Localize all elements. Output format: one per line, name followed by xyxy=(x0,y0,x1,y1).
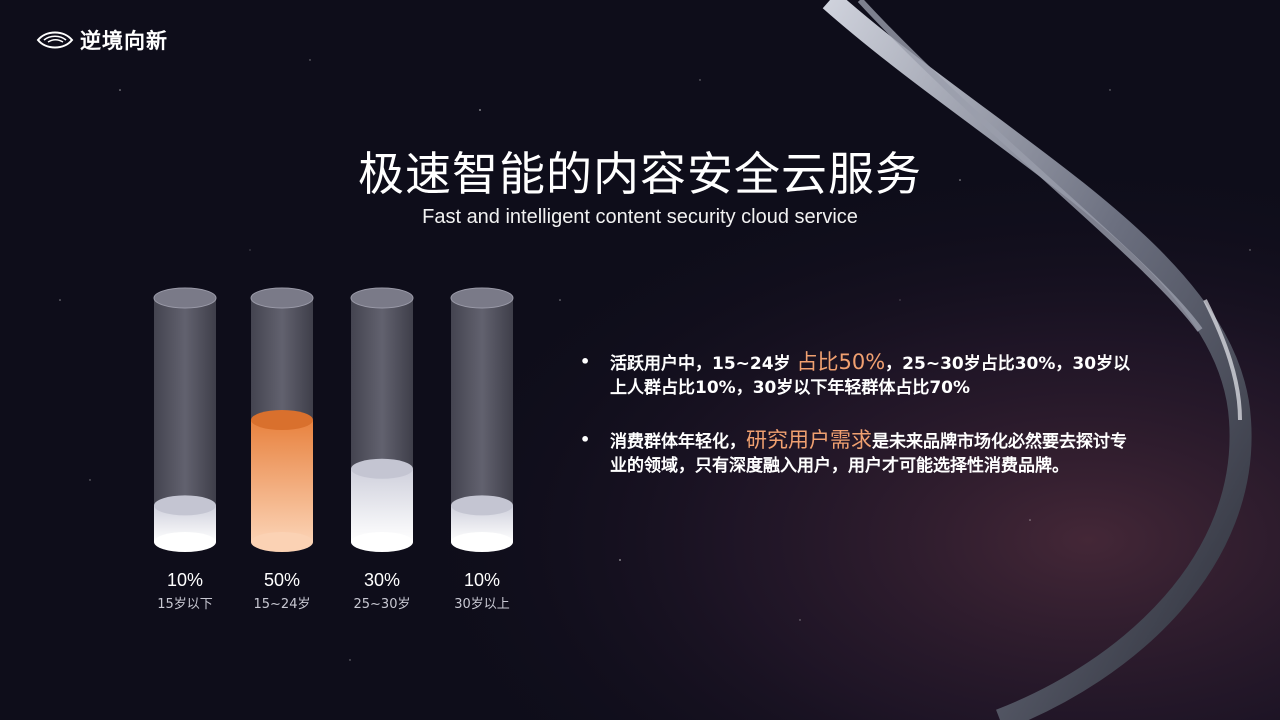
bar-fill-top xyxy=(154,495,216,516)
bar-fill-top xyxy=(351,458,413,479)
brand-name: 逆境向新 xyxy=(80,29,168,53)
bar-value-label: 10% xyxy=(464,570,500,590)
bar-value-label: 30% xyxy=(364,570,400,590)
bar-fill-bottom xyxy=(251,532,313,552)
bar-value-label: 50% xyxy=(264,570,300,590)
bar-value-label: 10% xyxy=(167,570,203,590)
bullet-highlight: 占比50% xyxy=(796,350,886,374)
page-title: 极速智能的内容安全云服务 xyxy=(358,147,922,201)
bar-tube-cap xyxy=(153,287,217,309)
bar-fill-top xyxy=(251,410,313,430)
brand-logo: 逆境向新 xyxy=(36,26,168,54)
bar-fill xyxy=(351,468,413,542)
bar-category-label: 30岁以上 xyxy=(454,597,510,612)
bar-tube-cap xyxy=(350,287,414,309)
bar-fill-bottom xyxy=(154,532,216,552)
bar-category-label: 25~30岁 xyxy=(354,597,411,612)
bar-fill xyxy=(251,420,313,542)
bar-category-label: 15岁以下 xyxy=(157,597,213,612)
bar-fill-bottom xyxy=(451,532,513,552)
bar-category-label: 15~24岁 xyxy=(254,597,311,612)
bullet-dot: • xyxy=(580,352,591,371)
eye-logo-icon xyxy=(36,31,74,49)
bar-tube-cap xyxy=(250,287,314,309)
bullet-text: 是未来品牌市场化必然要去探讨专业的领域，只有深度融入用户，用户才可能选择性消费品… xyxy=(610,432,1127,476)
bullet-item: • 活跃用户中，15~24岁 占比50%，25~30岁占比30%，30岁以上人群… xyxy=(580,350,1140,400)
bullet-highlight: 研究用户需求 xyxy=(746,428,872,452)
stars xyxy=(59,59,1251,661)
bar-fill-top xyxy=(451,495,513,516)
bullet-text: 活跃用户中，15~24岁 xyxy=(610,354,797,374)
bullet-item: • 消费群体年轻化，研究用户需求是未来品牌市场化必然要去探讨专业的领域，只有深度… xyxy=(580,428,1140,478)
ring-decoration xyxy=(822,0,1252,720)
bullet-dot: • xyxy=(580,430,591,449)
cylinder-bar-chart: 10% 15岁以下 50% 15~24岁 30% 25~30岁 10% 30岁以上 xyxy=(153,287,514,612)
bullet-text: 消费群体年轻化， xyxy=(610,432,746,452)
bullet-text: ，25~30岁占比30%，30岁以上人群占比10%，30岁以下年轻群体占比70% xyxy=(610,354,1131,398)
bar-fill-bottom xyxy=(351,532,413,552)
bar-tube-cap xyxy=(450,287,514,309)
bullet-list: • 活跃用户中，15~24岁 占比50%，25~30岁占比30%，30岁以上人群… xyxy=(580,350,1140,506)
page-subtitle: Fast and intelligent content security cl… xyxy=(422,206,858,228)
